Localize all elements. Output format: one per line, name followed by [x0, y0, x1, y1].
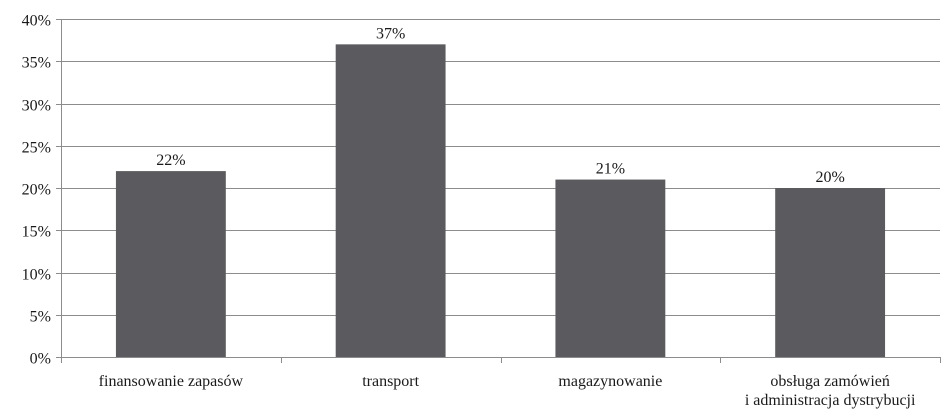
bar [775, 188, 886, 357]
x-tick-label: obsługa zamówień i administracja dystrybu… [745, 373, 916, 409]
x-tick-label: magazynowanie [558, 373, 662, 390]
y-tick-label: 40% [22, 13, 51, 30]
y-tick-label: 25% [22, 140, 51, 157]
bar [335, 44, 446, 357]
bar [115, 171, 226, 357]
x-tick-label: transport [362, 373, 419, 390]
data-label: 20% [815, 169, 844, 186]
y-tick-label: 15% [22, 224, 51, 241]
y-tick-label: 30% [22, 98, 51, 115]
y-tick-label: 35% [22, 55, 51, 72]
data-label: 37% [376, 25, 405, 42]
y-tick-label: 10% [22, 267, 51, 284]
data-label: 21% [596, 161, 625, 178]
y-tick-label: 0% [30, 351, 51, 368]
labels: 0% 5% 10% 15% 20% 25% 30% 35% 40% 22% finansowanie… [22, 13, 916, 410]
x-tick-label: finansowanie zapasów [99, 373, 244, 390]
y-tick-label: 5% [30, 309, 51, 326]
y-tick-label: 20% [22, 182, 51, 199]
data-label: 22% [156, 152, 185, 169]
bar [555, 179, 666, 357]
axes [56, 19, 941, 363]
bars [115, 44, 886, 357]
